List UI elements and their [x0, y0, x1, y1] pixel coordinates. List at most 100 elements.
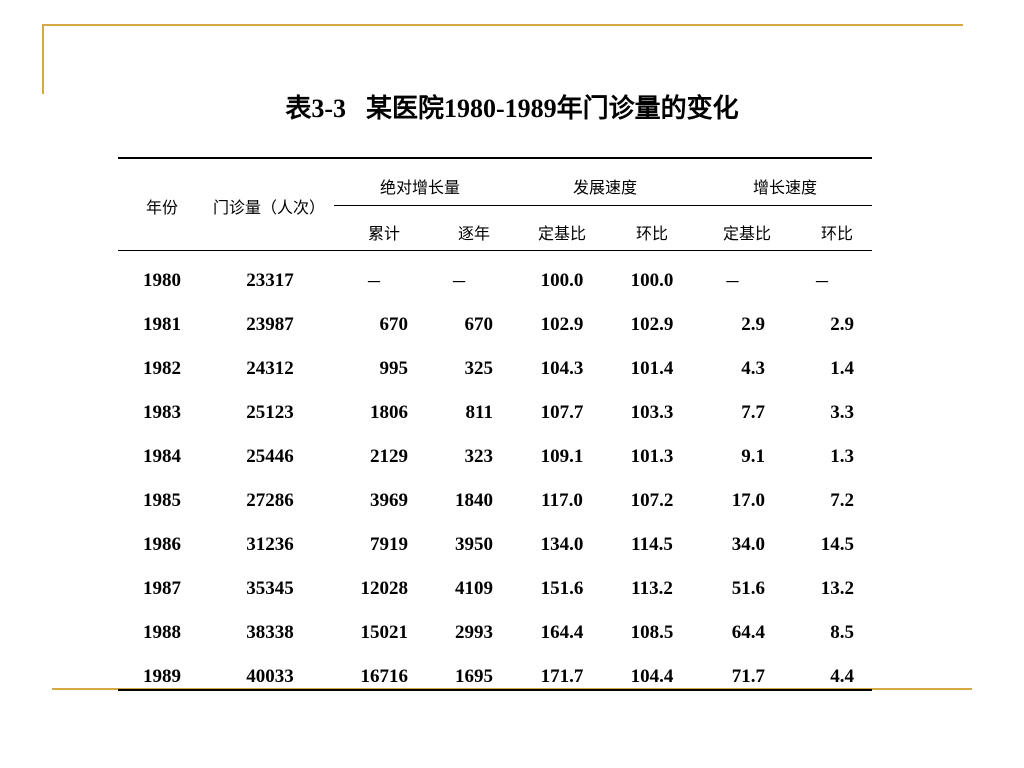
table-bottom-rule	[118, 689, 872, 691]
cell-growth-chain: 8.5	[830, 622, 854, 643]
header-growth-fixed-base: 定基比	[722, 224, 771, 243]
header-growth-speed: 增长速度	[752, 178, 817, 197]
cell-growth-fixed-base: 71.7	[731, 666, 765, 687]
header-development-speed: 发展速度	[572, 178, 637, 197]
header-group-rule	[334, 205, 872, 206]
cell-visits: 38338	[246, 622, 294, 643]
header-visits: 门诊量（人次）	[212, 198, 325, 217]
cell-visits: 31236	[246, 534, 294, 555]
cell-cumulative: 670	[379, 314, 409, 335]
cell-year-on-year: 4109	[455, 578, 493, 599]
cell-year: 1980	[143, 270, 181, 291]
cell-dev-chain: 101.3	[630, 446, 674, 467]
cell-year: 1989	[143, 666, 181, 687]
cell-growth-chain: 1.4	[830, 358, 854, 379]
cell-year: 1988	[143, 622, 181, 643]
cell-year-on-year: 325	[464, 358, 494, 379]
cell-cumulative: 2129	[370, 446, 408, 467]
cell-dev-fixed-base: 151.6	[540, 578, 584, 599]
header-growth-chain: 环比	[820, 224, 853, 243]
cell-cumulative: 15021	[360, 622, 409, 643]
header-bottom-rule	[118, 250, 872, 251]
cell-cumulative: 7919	[370, 534, 408, 555]
cell-dev-chain: 100.0	[630, 270, 674, 291]
cell-year: 1981	[143, 314, 181, 335]
cell-visits: 23317	[246, 270, 294, 291]
cell-dev-chain: 103.3	[630, 402, 674, 423]
cell-dev-fixed-base: 134.0	[540, 534, 584, 555]
cell-growth-chain: 13.2	[820, 578, 854, 599]
cell-growth-fixed-base: 34.0	[731, 534, 765, 555]
table-caption: 某医院1980-1989年门诊量的变化	[366, 94, 739, 123]
table-title: 表3-3 某医院1980-1989年门诊量的变化	[0, 88, 1024, 125]
cell-cumulative: 16716	[360, 666, 409, 687]
cell-cumulative: －	[365, 273, 383, 293]
header-dev-chain: 环比	[635, 224, 668, 243]
cell-growth-fixed-base: －	[724, 273, 741, 293]
cell-growth-chain: 7.2	[830, 490, 854, 511]
top-accent-line	[42, 24, 963, 26]
cell-growth-fixed-base: 7.7	[741, 402, 765, 423]
cell-visits: 25446	[246, 446, 294, 467]
cell-dev-fixed-base: 100.0	[540, 270, 584, 291]
cell-growth-chain: 3.3	[830, 402, 854, 423]
cell-dev-chain: 113.2	[631, 578, 673, 599]
cell-year: 1985	[143, 490, 181, 511]
cell-year-on-year: 670	[464, 314, 494, 335]
cell-visits: 40033	[246, 666, 294, 687]
cell-dev-chain: 107.2	[630, 490, 674, 511]
cell-visits: 24312	[246, 358, 294, 379]
cell-dev-fixed-base: 164.4	[540, 622, 584, 643]
cell-dev-chain: 102.9	[630, 314, 674, 335]
cell-year: 1983	[143, 402, 181, 423]
cell-year-on-year: －	[450, 273, 468, 293]
cell-dev-fixed-base: 104.3	[540, 358, 584, 379]
cell-dev-fixed-base: 117.0	[541, 490, 583, 511]
cell-year: 1984	[143, 446, 181, 467]
header-year-on-year: 逐年	[457, 224, 490, 243]
cell-growth-chain: 1.3	[830, 446, 854, 467]
header-dev-fixed-base: 定基比	[537, 224, 586, 243]
cell-dev-fixed-base: 171.7	[540, 666, 584, 687]
left-accent-line	[42, 24, 44, 94]
cell-year-on-year: 3950	[455, 534, 493, 555]
cell-growth-fixed-base: 17.0	[731, 490, 765, 511]
header-year: 年份	[145, 198, 178, 217]
cell-growth-fixed-base: 51.6	[731, 578, 765, 599]
cell-visits: 25123	[246, 402, 294, 423]
cell-year: 1986	[143, 534, 181, 555]
cell-cumulative: 995	[379, 358, 409, 379]
cell-dev-chain: 101.4	[630, 358, 674, 379]
cell-cumulative: 1806	[370, 402, 408, 423]
cell-year: 1982	[143, 358, 181, 379]
cell-cumulative: 3969	[370, 490, 408, 511]
cell-visits: 23987	[246, 314, 294, 335]
cell-dev-fixed-base: 107.7	[540, 402, 584, 423]
cell-visits: 35345	[246, 578, 294, 599]
header-absolute-growth: 绝对增长量	[379, 178, 460, 197]
cell-year-on-year: 1695	[455, 666, 493, 687]
cell-cumulative: 12028	[360, 578, 409, 599]
cell-dev-chain: 104.4	[630, 666, 674, 687]
cell-dev-chain: 114.5	[631, 534, 673, 555]
table-top-rule	[118, 157, 872, 159]
cell-year-on-year: 811	[465, 402, 493, 423]
header-cumulative: 累计	[367, 224, 400, 243]
table-number: 表3-3	[285, 94, 346, 123]
cell-dev-fixed-base: 102.9	[540, 314, 584, 335]
cell-growth-fixed-base: 2.9	[741, 314, 765, 335]
cell-year: 1987	[143, 578, 181, 599]
cell-growth-fixed-base: 64.4	[731, 622, 765, 643]
cell-dev-chain: 108.5	[630, 622, 674, 643]
cell-growth-chain: 2.9	[830, 314, 854, 335]
cell-visits: 27286	[246, 490, 294, 511]
cell-growth-chain: －	[813, 273, 831, 293]
cell-year-on-year: 323	[464, 446, 494, 467]
cell-growth-chain: 4.4	[830, 666, 854, 687]
cell-growth-fixed-base: 9.1	[741, 446, 765, 467]
cell-year-on-year: 1840	[455, 490, 493, 511]
cell-growth-fixed-base: 4.3	[741, 358, 765, 379]
cell-year-on-year: 2993	[455, 622, 493, 643]
cell-dev-fixed-base: 109.1	[540, 446, 584, 467]
cell-growth-chain: 14.5	[820, 534, 854, 555]
